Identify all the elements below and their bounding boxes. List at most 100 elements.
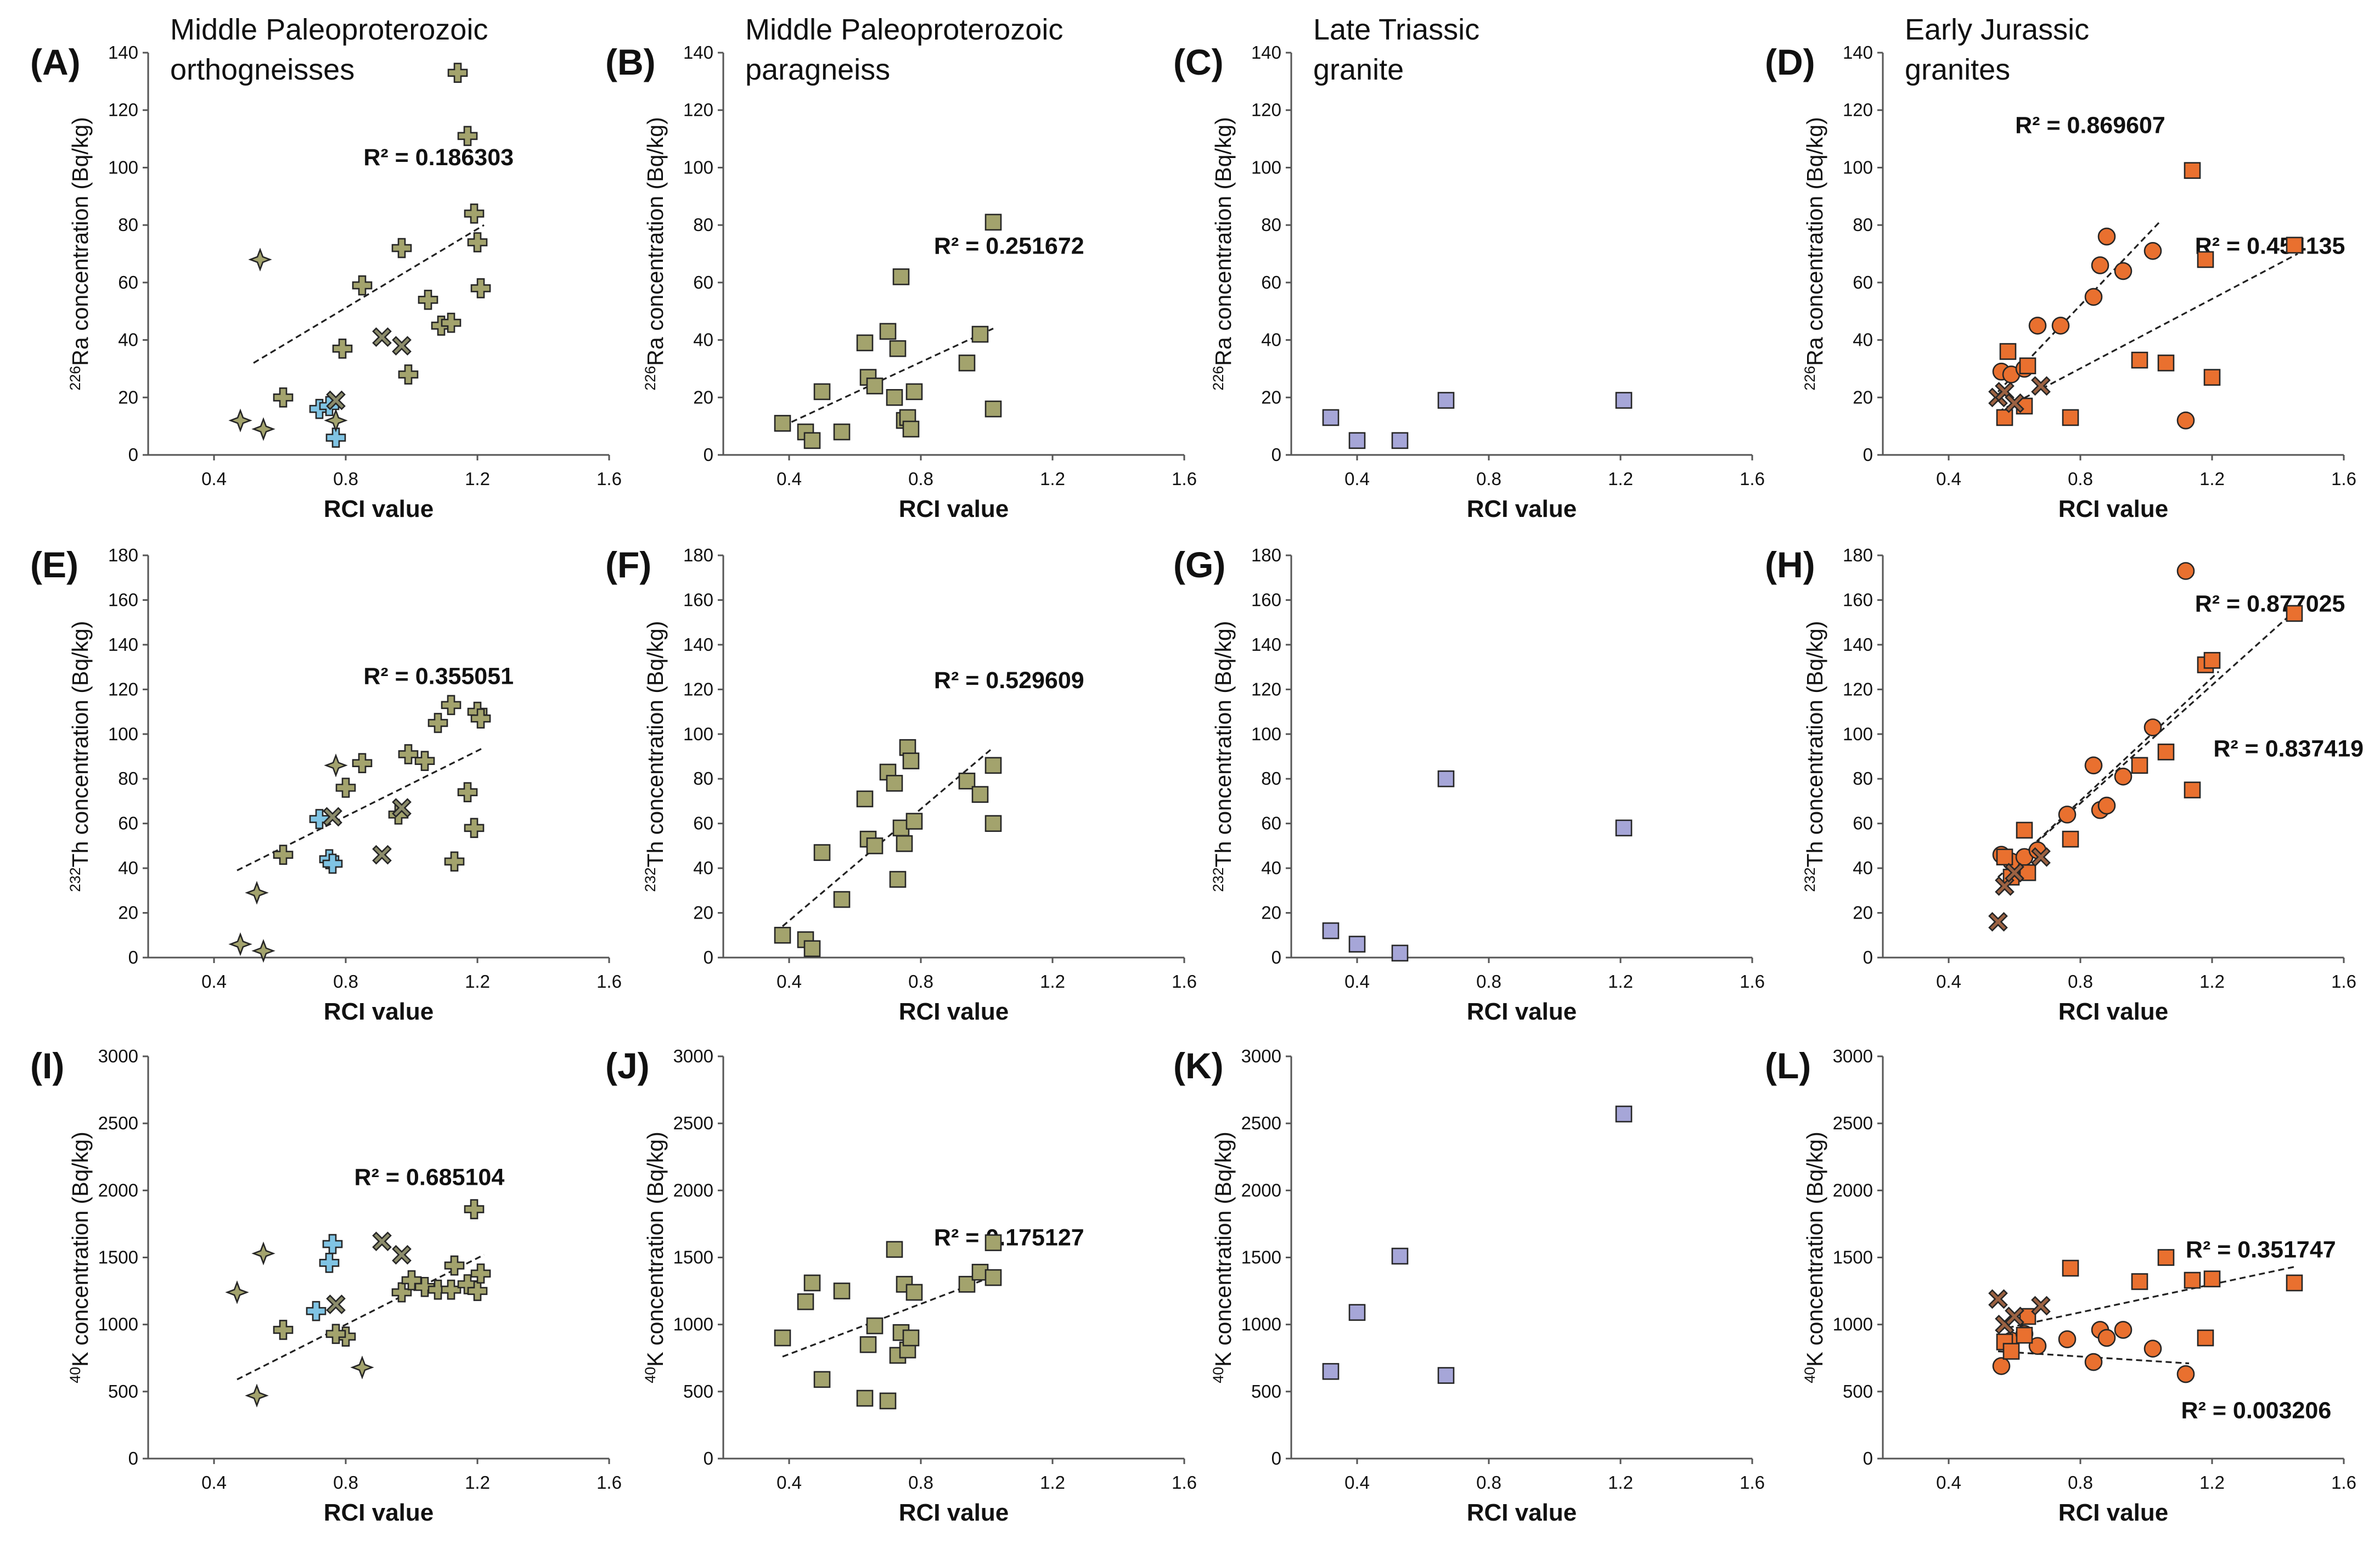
y-tick-label: 60 (1261, 813, 1281, 834)
y-tick-label: 80 (1261, 768, 1281, 789)
data-point-square (2062, 1259, 2079, 1277)
data-point-square (866, 837, 884, 854)
data-point-plus (441, 695, 462, 716)
y-axis-label-text: Th concentration (Bq/kg) (643, 621, 668, 867)
data-point-plus (391, 1282, 412, 1303)
x-tick-label: 0.8 (2068, 971, 2093, 992)
x-tick-label: 0.4 (1344, 1472, 1370, 1493)
x-tick-label: 0.8 (908, 1472, 933, 1493)
data-point-circle (2176, 1365, 2195, 1383)
trend-line (253, 224, 485, 364)
y-tick-label: 120 (1251, 679, 1281, 699)
y-tick-label: 80 (693, 768, 713, 789)
y-tick-label: 60 (1853, 272, 1873, 292)
y-tick-label: 0 (704, 947, 713, 967)
y-axis-label-isotope-mass: 226 (642, 366, 659, 391)
data-point-plus (444, 1255, 465, 1276)
data-point-star (251, 417, 275, 441)
data-point-square (2131, 757, 2148, 774)
data-point-plus (464, 1199, 485, 1219)
data-point-circle (2097, 1329, 2116, 1347)
data-point-x (392, 336, 412, 356)
data-point-square (833, 423, 851, 441)
panel-letter-c: (C) (1173, 42, 1224, 82)
y-axis-label-text: K concentration (Bq/kg) (1211, 1132, 1236, 1366)
panel-letter-a: (A) (30, 42, 81, 82)
x-tick-label: 1.6 (2331, 971, 2356, 992)
data-point-x (1988, 912, 2008, 932)
data-point-square (774, 926, 791, 944)
data-point-plus (470, 278, 491, 299)
y-tick-label: 1000 (1241, 1314, 1281, 1335)
y-tick-label: 0 (128, 444, 138, 465)
data-point-square (2157, 354, 2175, 372)
data-point-square (1348, 1304, 1366, 1321)
y-tick-label: 100 (683, 724, 713, 744)
data-point-x (2005, 393, 2024, 413)
x-axis-label: RCI value (324, 496, 434, 522)
x-tick-label: 1.2 (1040, 971, 1065, 992)
data-point-square (2286, 1274, 2303, 1292)
data-point-star (324, 753, 348, 778)
data-point-circle (2114, 767, 2133, 786)
x-tick-label: 1.6 (1740, 1472, 1765, 1493)
data-point-square (902, 420, 920, 438)
y-tick-label: 3000 (1833, 1046, 1873, 1066)
y-axis-label: 232Th concentration (Bq/kg) (642, 621, 668, 892)
data-point-square (2062, 830, 2079, 848)
y-axis-label: 226Ra concentration (Bq/kg) (1802, 117, 1827, 391)
x-tick-label: 1.2 (465, 469, 490, 489)
data-point-circle (2143, 718, 2162, 736)
data-point-x (2031, 376, 2051, 396)
panel-letter-l: (L) (1765, 1045, 1811, 1086)
data-point-square (2286, 605, 2303, 622)
data-point-plus (447, 63, 468, 83)
panel-letter-f: (F) (605, 544, 651, 585)
data-point-square (813, 383, 831, 401)
r-squared-label: R² = 0.877025 (2195, 591, 2345, 617)
x-tick-label: 0.4 (201, 1472, 227, 1493)
data-point-square (774, 1329, 791, 1347)
y-tick-label: 0 (1271, 947, 1281, 967)
data-point-square (984, 815, 1002, 832)
y-tick-label: 180 (1843, 545, 1873, 565)
y-axis-label-text: Th concentration (Bq/kg) (67, 621, 93, 867)
data-point-circle (2176, 411, 2195, 430)
panel-j: (J) 0 500 1000 1500 2000 2500 3000 0.4 0.8 1.2 1.6 R… (605, 1045, 1197, 1526)
y-tick-label: 100 (108, 157, 138, 177)
data-point-square (1996, 848, 2013, 866)
data-point-square (2002, 1343, 2020, 1360)
data-point-square (958, 354, 976, 372)
r-squared-label: R² = 0.837419 (2213, 736, 2364, 762)
data-point-plus (427, 713, 448, 733)
data-point-star (225, 1280, 249, 1304)
y-tick-label: 120 (1251, 100, 1281, 120)
panel-b: (B) 0 20 40 60 80 100 120 140 0.4 0.8 1.2 1.6 RCI val… (605, 42, 1197, 522)
data-point-square (774, 415, 791, 432)
data-point-x (372, 1231, 392, 1252)
y-tick-label: 1000 (1833, 1314, 1873, 1335)
x-tick-label: 0.4 (1936, 971, 1961, 992)
y-tick-label: 2500 (1241, 1113, 1281, 1133)
data-point-square (2203, 1270, 2221, 1287)
y-tick-label: 100 (1251, 157, 1281, 177)
x-tick-label: 1.2 (1608, 469, 1633, 489)
data-point-square (984, 1269, 1002, 1286)
data-point-square (1437, 770, 1455, 787)
x-tick-label: 0.4 (777, 1472, 802, 1493)
data-point-plus (273, 1320, 294, 1340)
data-point-square (984, 1234, 1002, 1251)
data-point-square (2019, 357, 2036, 374)
group-title-orthogneiss-line-1: Middle Paleoproterozoic (170, 13, 488, 46)
x-tick-label: 1.2 (1040, 469, 1065, 489)
y-axis-label-text: K concentration (Bq/kg) (643, 1132, 668, 1366)
x-tick-label: 0.4 (777, 971, 802, 992)
y-axis-label: 232Th concentration (Bq/kg) (1802, 621, 1827, 892)
data-point-square (2131, 1273, 2148, 1290)
x-tick-label: 1.2 (465, 1472, 490, 1493)
data-point-square (905, 1284, 923, 1301)
x-axis-label: RCI value (2058, 1499, 2169, 1526)
y-tick-label: 20 (1261, 903, 1281, 923)
y-tick-label: 0 (1863, 947, 1873, 967)
y-axis-label-text: K concentration (Bq/kg) (1802, 1132, 1827, 1366)
